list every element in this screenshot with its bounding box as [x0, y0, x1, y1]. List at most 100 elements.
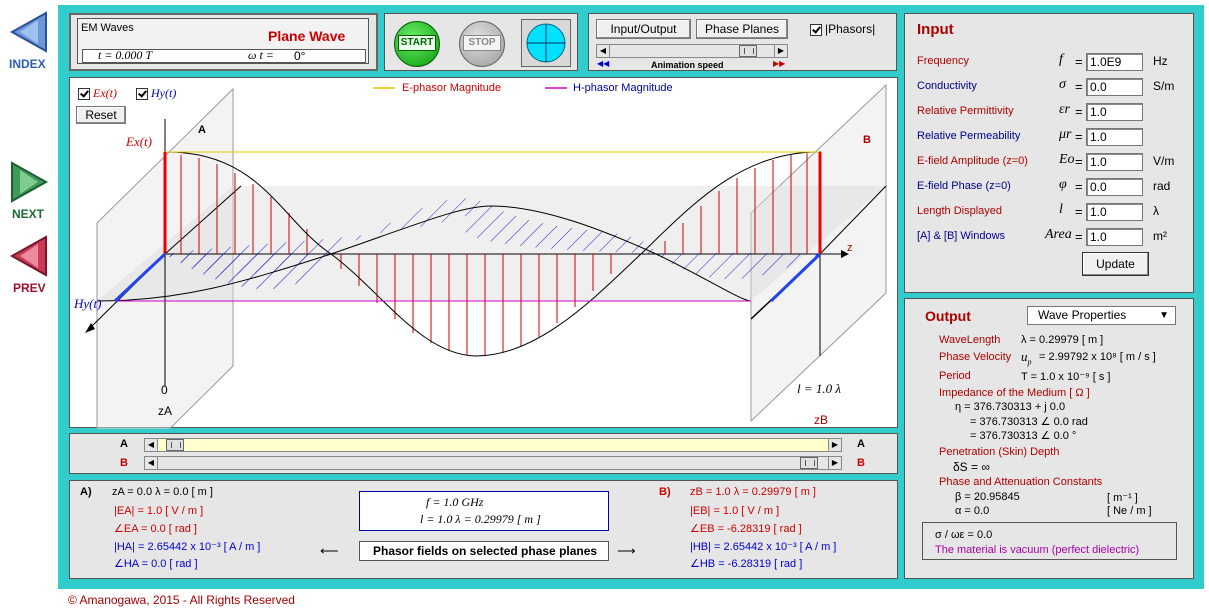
wave-plot — [85, 83, 887, 429]
speed-label: Animation speed — [651, 60, 724, 70]
wt-value: 0° — [294, 49, 306, 63]
material-description: The material is vacuum (perfect dielectr… — [935, 544, 1140, 556]
stop-button[interactable]: STOP — [459, 21, 505, 67]
arrow-right-icon: ⟶ — [617, 543, 636, 558]
input-panel: Input Frequency f = 1.0E9 Hz Conductivity σ = 0.… — [904, 13, 1194, 293]
legend-h: H-phasor Magnitude — [573, 82, 673, 94]
next-nav[interactable]: NEXT — [8, 160, 50, 222]
input-field[interactable]: 1.0 — [1086, 203, 1143, 221]
input-output-button[interactable]: Input/Output — [596, 19, 691, 39]
equals-sign: = — [1075, 104, 1083, 119]
slider-a-left-arrow[interactable]: ◀ — [144, 438, 158, 452]
index-nav[interactable]: INDEX — [8, 10, 50, 72]
length-box-value: l = 1.0 λ = 0.29979 [ m ] — [420, 512, 541, 526]
slider-a-left-label: A — [120, 438, 128, 450]
impedance-label: Impedance of the Medium [ Ω ] — [939, 387, 1090, 399]
center-label: Phasor fields on selected phase planes — [373, 544, 598, 558]
beta-value: β = 20.95845 — [955, 491, 1020, 503]
b-title: B) — [659, 486, 671, 498]
slider-a-right-label: A — [857, 438, 865, 450]
input-field[interactable]: 1.0 — [1086, 128, 1143, 146]
equals-sign: = — [1075, 129, 1083, 144]
update-button[interactable]: Update — [1082, 252, 1149, 276]
phase-planes-button[interactable]: Phase Planes — [696, 19, 788, 39]
hy-check-label: Hy(t) — [151, 86, 177, 100]
wavelength-label: WaveLength — [939, 334, 1001, 346]
input-field[interactable]: 1.0 — [1086, 103, 1143, 121]
start-label: START — [398, 35, 436, 51]
input-unit: rad — [1153, 179, 1171, 193]
input-unit: S/m — [1153, 79, 1175, 93]
input-field[interactable]: 0.0 — [1086, 78, 1143, 96]
floor-plane — [97, 186, 886, 301]
slider-b-thumb[interactable] — [800, 457, 818, 469]
input-symbol: φ — [1059, 177, 1067, 192]
wave-title: Plane Wave — [268, 28, 346, 44]
next-arrow-icon — [11, 161, 49, 203]
input-unit: m² — [1153, 229, 1167, 243]
input-field[interactable]: 1.0 — [1086, 153, 1143, 171]
wavelength-value: λ = 0.29979 [ m ] — [1021, 334, 1104, 346]
prev-arrow-icon — [9, 235, 47, 277]
impedance-polar-deg: = 376.730313 ∠ 0.0 ° — [970, 430, 1077, 442]
phase-plane-sliders: A ◀ ▶ A B ◀ ▶ B — [69, 433, 898, 474]
ex-check-icon — [78, 88, 90, 101]
phase-velocity-symbol: up — [1021, 349, 1032, 367]
slider-b-track[interactable] — [144, 456, 842, 470]
freq-length-box: f = 1.0 GHz l = 1.0 λ = 0.29979 [ m ] — [359, 491, 609, 531]
equals-sign: = — [1075, 204, 1083, 219]
speed-left-arrow[interactable]: ◀ — [596, 44, 610, 58]
center-label-box: Phasor fields on selected phase planes — [359, 541, 609, 561]
input-symbol: f — [1059, 52, 1063, 67]
input-symbol: Area — [1045, 227, 1072, 242]
title-panel: EM Waves Plane Wave t = 0.000 T ω t = 0° — [69, 13, 378, 71]
phasors-checkbox[interactable]: |Phasors| — [810, 22, 875, 36]
prev-nav[interactable]: PREV — [8, 234, 50, 296]
impedance-rect: η = 376.730313 + j 0.0 — [955, 401, 1066, 413]
slider-b-right-arrow[interactable]: ▶ — [828, 456, 842, 470]
input-field[interactable]: 1.0 — [1086, 228, 1143, 246]
view-control-panel: Input/Output Phase Planes |Phasors| ◀ ▶ … — [588, 13, 897, 71]
freq-box-value: f = 1.0 GHz — [426, 495, 484, 509]
ha-magnitude: |HA| = 2.65442 x 10⁻³ [ A / m ] — [114, 541, 261, 553]
phase-velocity-value: = 2.99792 x 10⁸ [ m / s ] — [1039, 351, 1156, 363]
a-title: A) — [80, 486, 92, 498]
slider-a-track[interactable] — [144, 438, 842, 452]
start-button[interactable]: START — [394, 21, 440, 67]
hy-checkbox[interactable]: Hy(t) — [136, 86, 176, 101]
length-label: l = 1.0 λ — [797, 381, 842, 396]
speed-track[interactable] — [596, 44, 788, 58]
hy-check-icon — [136, 88, 148, 101]
index-arrow-icon — [9, 11, 47, 53]
skin-depth-label: Penetration (Skin) Depth — [939, 446, 1060, 458]
checkbox-check-icon — [810, 23, 822, 36]
ex-checkbox[interactable]: Ex(t) — [78, 86, 117, 101]
input-field[interactable]: 1.0E9 — [1086, 53, 1143, 71]
output-select[interactable]: Wave Properties ▼ — [1027, 306, 1176, 325]
hy-axis-label: Hy(t) — [74, 296, 102, 311]
speed-thumb[interactable] — [739, 45, 757, 57]
speed-right-arrow[interactable]: ▶ — [774, 44, 788, 58]
origin-label: 0 — [161, 383, 168, 397]
t-label: t = 0.000 T — [98, 48, 153, 62]
z-axis-label: z — [847, 242, 853, 254]
slider-a-thumb[interactable] — [166, 439, 184, 451]
zb-label: zB — [814, 413, 829, 427]
slider-a-right-arrow[interactable]: ▶ — [828, 438, 842, 452]
input-unit: λ — [1153, 204, 1159, 218]
plane-a-label: A — [198, 124, 206, 136]
reset-button[interactable]: Reset — [76, 106, 126, 124]
input-field[interactable]: 0.0 — [1086, 178, 1143, 196]
slider-b-left-arrow[interactable]: ◀ — [144, 456, 158, 470]
eb-phase: ∠EB = -6.28319 [ rad ] — [690, 523, 802, 535]
equals-sign: = — [1075, 179, 1083, 194]
input-label: E-field Phase (z=0) — [917, 180, 1011, 192]
input-label: [A] & [B] Windows — [917, 230, 1006, 242]
output-select-value: Wave Properties — [1038, 308, 1127, 322]
material-box: σ / ωε = 0.0 The material is vacuum (per… — [922, 522, 1177, 560]
copyright: © Amanogawa, 2015 - All Rights Reserved — [68, 593, 295, 607]
input-label: Relative Permeability — [917, 130, 1021, 142]
za-value: zA = 0.0 λ = 0.0 [ m ] — [112, 486, 213, 498]
phase-view-button[interactable] — [521, 19, 571, 67]
legend-e: E-phasor Magnitude — [402, 82, 502, 94]
